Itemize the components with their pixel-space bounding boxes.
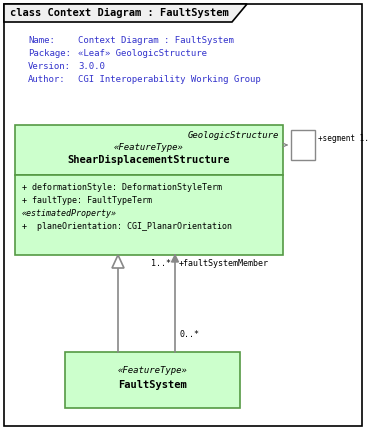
Polygon shape [4,4,247,22]
Text: 1..*: 1..* [151,259,171,268]
Text: «estimatedProperty»: «estimatedProperty» [22,209,117,218]
Bar [291,130,315,160]
Text: «FeatureType»: «FeatureType» [118,366,188,375]
Text: GeologicStructure: GeologicStructure [188,131,279,140]
Text: +segment 1..*: +segment 1..* [318,134,370,143]
Bar [65,352,240,408]
Text: Author:: Author: [28,75,65,84]
Text: «FeatureType»: «FeatureType» [114,143,184,152]
Text: Package:: Package: [28,49,71,58]
Text: FaultSystem: FaultSystem [118,380,187,390]
Text: 0..*: 0..* [179,330,199,339]
Text: + faultType: FaultTypeTerm: + faultType: FaultTypeTerm [22,196,152,205]
Text: Version:: Version: [28,62,71,71]
Text: 3.0.0: 3.0.0 [78,62,105,71]
Text: «Leaf» GeologicStructure: «Leaf» GeologicStructure [78,49,207,58]
Text: class Context Diagram : FaultSystem: class Context Diagram : FaultSystem [10,8,229,18]
Polygon shape [172,255,178,262]
Text: Context Diagram : FaultSystem: Context Diagram : FaultSystem [78,36,234,45]
Bar [15,125,283,175]
Text: +  planeOrientation: CGI_PlanarOrientation: + planeOrientation: CGI_PlanarOrientatio… [22,222,232,231]
Text: +faultSystemMember: +faultSystemMember [179,259,269,268]
Text: Name:: Name: [28,36,55,45]
Text: CGI Interoperability Working Group: CGI Interoperability Working Group [78,75,261,84]
Text: ShearDisplacementStructure: ShearDisplacementStructure [68,155,230,165]
Text: + deformationStyle: DeformationStyleTerm: + deformationStyle: DeformationStyleTerm [22,183,222,192]
Polygon shape [112,255,124,268]
Bar [15,175,283,255]
